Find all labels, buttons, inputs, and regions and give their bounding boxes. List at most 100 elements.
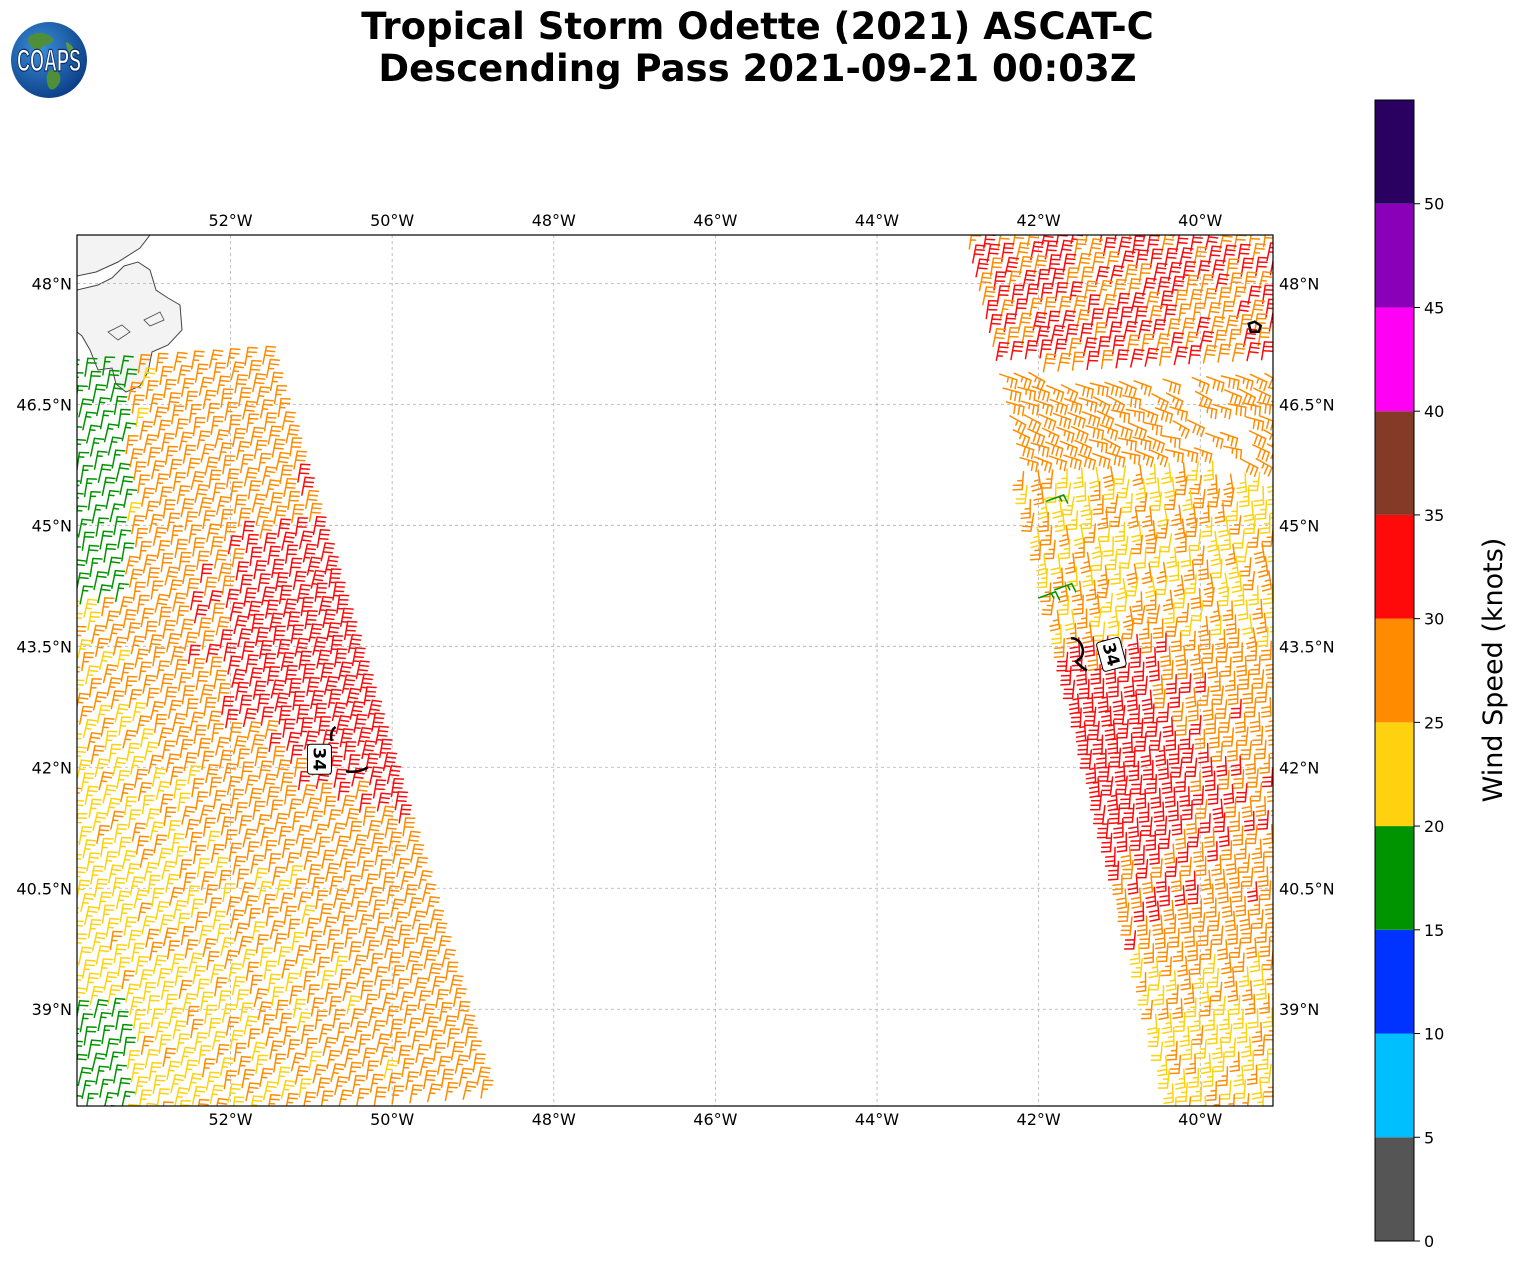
wind-barb [173,659,188,679]
wind-barb [1056,651,1069,672]
wind-barb [156,660,171,680]
wind-barb [1269,865,1273,873]
wind-barb [1235,839,1247,860]
wind-barb [180,1046,195,1066]
wind-barb [165,753,180,773]
colorbar-bin [1375,411,1414,515]
wind-barb [978,272,993,292]
wind-barb [1009,415,1027,434]
wind-barb [245,654,259,674]
wind-barb [1260,640,1272,661]
wind-barb [202,510,216,530]
wind-barb [332,1009,346,1029]
wind-barb [1249,655,1261,676]
wind-barb [1226,258,1240,278]
wind-barb [380,805,396,825]
wind-barb [160,980,175,1001]
wind-barb [1237,853,1251,873]
wind-barb [1259,1063,1272,1084]
wind-barb [1150,858,1163,878]
wind-barb [1112,465,1127,485]
wind-barb [114,703,130,723]
wind-barb [1175,828,1187,850]
wind-barb [88,370,102,390]
wind-barb [304,489,320,509]
wind-barb [230,361,246,381]
wind-barb [252,800,266,821]
wind-barb [1084,235,1090,244]
wind-barb [155,901,170,921]
wind-barb [160,1101,174,1106]
wind-barb [226,896,241,916]
wind-barb [1097,762,1110,782]
wind-barb [402,817,416,837]
wind-barb [1204,770,1216,792]
wind-barb [1172,420,1190,439]
wind-barb [1119,306,1133,326]
wind-barb [426,1083,442,1103]
wind-barb [117,529,132,549]
wind-barb [146,687,160,707]
wind-barb [1144,576,1156,599]
wind-barb [1142,759,1154,781]
wind-barb [388,951,402,972]
wind-barb [215,616,231,636]
wind-barb [77,960,79,968]
wind-barb [1235,543,1249,563]
wind-barb [1224,967,1235,989]
wind-barb [77,692,90,712]
wind-barb [77,438,87,458]
wind-barb [267,853,282,873]
wind-barb [1177,899,1189,921]
wind-barb [1038,413,1057,431]
wind-barb [1206,1024,1219,1045]
wind-barb [321,849,336,869]
wind-barb [166,633,181,653]
wind-barb [1085,425,1105,441]
wind-barb [355,1087,370,1106]
wind-barb [1141,689,1153,711]
wind-barb [419,936,435,956]
wind-barb [77,746,87,766]
wind-barb [287,798,302,818]
wind-barb [1105,493,1119,514]
wind-barb [91,504,106,524]
wind-barb [315,890,329,910]
wind-barb [299,837,314,857]
wind-barb [227,655,242,675]
wind-barb [1033,255,1048,275]
lat-tick-label-right: 48°N [1279,274,1319,293]
wind-barb [237,935,253,955]
wind-barb [439,1002,453,1022]
wind-barb [89,437,105,457]
wind-barb [1010,341,1025,361]
wind-barb [1030,470,1042,492]
wind-barb [1033,483,1045,506]
wind-barb [118,596,134,616]
wind-barb [241,520,256,540]
wind-barb [1167,261,1183,281]
wind-barb [124,555,140,575]
wind-barb [1217,769,1230,790]
wind-barb [1244,810,1255,832]
wind-barb [257,573,271,593]
wind-barb [244,774,259,794]
colorbar-tick-label: 20 [1424,817,1444,836]
lat-tick-label-right: 43.5°N [1279,637,1335,656]
wind-barb [368,886,383,906]
wind-barb [1041,235,1054,246]
wind-barb [379,738,393,758]
wind-barb [280,651,295,672]
wind-barb [231,668,246,688]
wind-barb [346,874,362,894]
wind-barb [1272,326,1273,346]
wind-barb [250,734,266,754]
wind-barb [338,1089,353,1106]
wind-barb [109,930,123,951]
wind-barb [1255,499,1268,520]
wind-barb [285,544,299,564]
wind-barb [247,907,262,928]
wind-barb [421,1003,436,1023]
wind-barb [157,727,173,747]
wind-barb [1012,429,1031,448]
